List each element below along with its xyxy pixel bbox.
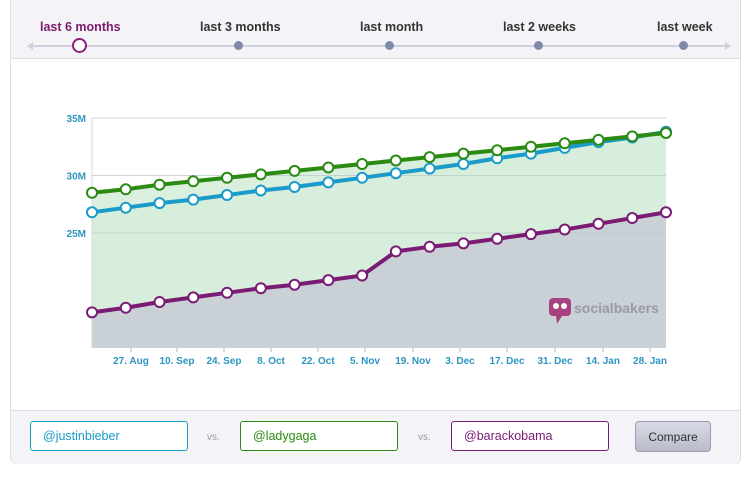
range-selector xyxy=(11,0,740,59)
series-2-point[interactable] xyxy=(153,178,166,191)
series-3-point[interactable] xyxy=(626,212,639,225)
x-tick-label: 31. Dec xyxy=(537,356,572,367)
x-tick-label: 27. Aug xyxy=(113,356,149,367)
x-tick-label: 8. Oct xyxy=(257,356,285,367)
range-option-last-week[interactable]: last week xyxy=(657,20,713,34)
handle-input-3[interactable] xyxy=(451,421,609,451)
series-1-point[interactable] xyxy=(254,184,267,197)
series-1-point[interactable] xyxy=(322,176,335,189)
handle-input-2[interactable] xyxy=(240,421,398,451)
series-3-point[interactable] xyxy=(592,217,605,230)
y-tick-label: 30M xyxy=(67,172,86,183)
x-tick-label: 5. Nov xyxy=(350,356,380,367)
range-handle-3-months[interactable] xyxy=(234,41,243,50)
series-1-point[interactable] xyxy=(153,197,166,210)
series-2-point[interactable] xyxy=(626,130,639,143)
series-3-point[interactable] xyxy=(322,274,335,287)
series-3-point[interactable] xyxy=(254,282,267,295)
x-tick-label: 28. Jan xyxy=(633,356,667,367)
series-3-point[interactable] xyxy=(86,306,98,319)
series-1-point[interactable] xyxy=(288,181,301,193)
series-2-point[interactable] xyxy=(187,175,200,188)
range-handle-2-weeks[interactable] xyxy=(534,41,543,50)
range-handle-6-months[interactable] xyxy=(72,38,87,53)
socialbakers-watermark: socialbakers xyxy=(549,298,659,324)
series-2-point[interactable] xyxy=(119,183,132,196)
range-handle-last-week[interactable] xyxy=(679,41,688,50)
range-option-6-months[interactable]: last 6 months xyxy=(40,20,121,34)
range-option-3-months[interactable]: last 3 months xyxy=(200,20,281,34)
y-tick-label: 35M xyxy=(67,114,86,125)
series-2-point[interactable] xyxy=(491,144,504,157)
series-3-point[interactable] xyxy=(660,206,672,219)
range-option-2-weeks[interactable]: last 2 weeks xyxy=(503,20,576,34)
series-2-point[interactable] xyxy=(660,126,672,139)
x-tick-label: 3. Dec xyxy=(445,356,475,367)
series-3-point[interactable] xyxy=(389,245,402,258)
series-2-point[interactable] xyxy=(288,164,301,177)
y-tick-label: 25M xyxy=(67,229,86,240)
compare-button[interactable]: Compare xyxy=(635,421,711,452)
series-2-point[interactable] xyxy=(524,140,537,153)
series-1-point[interactable] xyxy=(221,189,234,202)
series-2-point[interactable] xyxy=(389,154,402,167)
series-1-point[interactable] xyxy=(356,171,369,184)
series-1-point[interactable] xyxy=(423,162,436,175)
series-3-point[interactable] xyxy=(356,269,369,282)
series-3-point[interactable] xyxy=(288,278,301,291)
handle-input-1[interactable] xyxy=(30,421,188,451)
range-option-last-month[interactable]: last month xyxy=(360,20,424,34)
socialbakers-watermark-text: socialbakers xyxy=(574,300,659,316)
vs-label-2: vs. xyxy=(418,432,431,443)
series-1-point[interactable] xyxy=(187,193,200,206)
series-3-point[interactable] xyxy=(187,291,200,304)
socialbakers-logo-icon xyxy=(549,298,571,324)
series-3-point[interactable] xyxy=(221,286,234,299)
series-2-point[interactable] xyxy=(322,161,335,174)
series-2-point[interactable] xyxy=(592,133,605,146)
range-handle-last-month[interactable] xyxy=(385,41,394,50)
series-3-point[interactable] xyxy=(491,232,504,245)
series-1-point[interactable] xyxy=(86,206,98,219)
range-slider-track[interactable] xyxy=(27,42,731,50)
series-3-area xyxy=(92,212,666,348)
series-3-point[interactable] xyxy=(558,223,571,236)
series-2-point[interactable] xyxy=(86,186,98,199)
series-2-point[interactable] xyxy=(254,168,267,181)
series-2-point[interactable] xyxy=(558,137,571,150)
x-tick-label: 14. Jan xyxy=(586,356,620,367)
x-tick-label: 10. Sep xyxy=(159,356,194,367)
series-3-point[interactable] xyxy=(524,228,537,241)
series-2-point[interactable] xyxy=(423,151,436,164)
series-3-point[interactable] xyxy=(153,296,166,308)
series-2-point[interactable] xyxy=(356,158,369,170)
series-3-point[interactable] xyxy=(423,240,436,253)
series-1-point[interactable] xyxy=(457,158,470,170)
series-1-point[interactable] xyxy=(389,167,402,180)
series-1-point[interactable] xyxy=(119,201,132,214)
series-3-point[interactable] xyxy=(119,301,132,314)
x-tick-label: 24. Sep xyxy=(206,356,241,367)
x-tick-label: 17. Dec xyxy=(489,356,524,367)
vs-label-1: vs. xyxy=(207,432,220,443)
x-tick-label: 22. Oct xyxy=(301,356,335,367)
series-2-point[interactable] xyxy=(457,147,470,160)
series-3-point[interactable] xyxy=(457,237,470,250)
x-tick-label: 19. Nov xyxy=(395,356,431,367)
series-2-point[interactable] xyxy=(221,171,234,184)
